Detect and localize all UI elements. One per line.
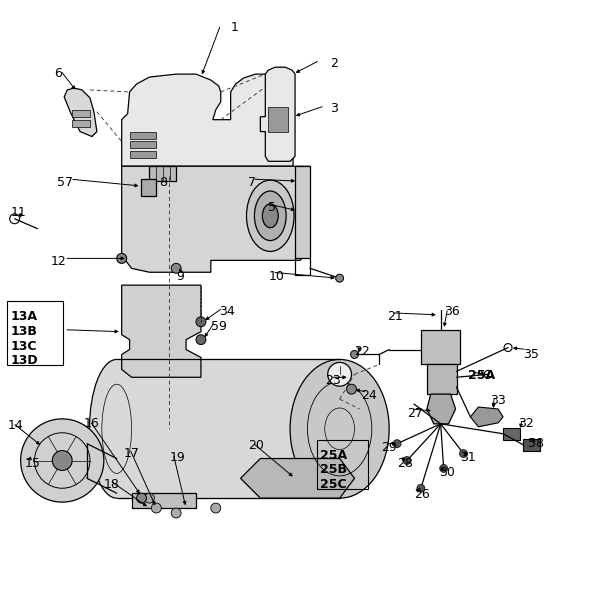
Circle shape bbox=[151, 503, 161, 513]
Text: 33: 33 bbox=[490, 394, 506, 407]
Text: 6: 6 bbox=[54, 67, 62, 80]
Text: 24: 24 bbox=[361, 389, 377, 402]
Polygon shape bbox=[142, 179, 157, 196]
Circle shape bbox=[196, 335, 206, 344]
Circle shape bbox=[350, 350, 358, 358]
Text: 25C: 25C bbox=[320, 478, 346, 491]
Polygon shape bbox=[260, 67, 295, 161]
Text: 13D: 13D bbox=[11, 355, 38, 367]
Circle shape bbox=[145, 493, 154, 503]
Polygon shape bbox=[427, 394, 455, 424]
Text: 3: 3 bbox=[330, 102, 338, 115]
Text: 25A: 25A bbox=[320, 449, 347, 461]
Ellipse shape bbox=[262, 204, 278, 227]
Text: 21: 21 bbox=[387, 310, 403, 323]
Text: 58: 58 bbox=[528, 437, 544, 450]
Text: 15: 15 bbox=[25, 457, 40, 470]
Text: 13A: 13A bbox=[11, 310, 38, 323]
Circle shape bbox=[335, 274, 344, 282]
Polygon shape bbox=[421, 330, 461, 364]
Text: 17: 17 bbox=[124, 446, 140, 460]
Text: 16: 16 bbox=[84, 417, 100, 430]
Text: 20: 20 bbox=[248, 439, 265, 452]
Polygon shape bbox=[130, 131, 157, 139]
Polygon shape bbox=[122, 285, 201, 377]
Text: 8: 8 bbox=[160, 176, 167, 189]
Circle shape bbox=[328, 362, 352, 386]
Text: 25B: 25B bbox=[320, 463, 347, 476]
Text: 27: 27 bbox=[407, 407, 423, 420]
Circle shape bbox=[403, 457, 411, 464]
Polygon shape bbox=[149, 166, 176, 181]
Text: 13C: 13C bbox=[11, 340, 37, 353]
Text: 26: 26 bbox=[414, 488, 430, 501]
Polygon shape bbox=[131, 493, 196, 508]
Polygon shape bbox=[130, 142, 157, 148]
Text: 23: 23 bbox=[325, 374, 341, 388]
Text: 59: 59 bbox=[211, 320, 227, 333]
Ellipse shape bbox=[290, 359, 389, 498]
Polygon shape bbox=[130, 151, 157, 158]
Polygon shape bbox=[295, 166, 310, 259]
Text: 5: 5 bbox=[268, 201, 276, 214]
Ellipse shape bbox=[254, 191, 286, 241]
Text: 25A: 25A bbox=[469, 370, 496, 382]
Circle shape bbox=[171, 508, 181, 518]
Text: 19: 19 bbox=[169, 451, 185, 464]
Text: 9: 9 bbox=[176, 270, 184, 283]
Text: 28: 28 bbox=[397, 457, 413, 470]
Text: 10: 10 bbox=[268, 270, 284, 283]
Circle shape bbox=[20, 419, 104, 502]
Polygon shape bbox=[117, 359, 340, 498]
Circle shape bbox=[52, 451, 72, 470]
Text: 14: 14 bbox=[8, 419, 23, 432]
Circle shape bbox=[137, 493, 146, 503]
Text: 12: 12 bbox=[50, 256, 66, 268]
Text: 2: 2 bbox=[330, 57, 338, 70]
Ellipse shape bbox=[89, 359, 144, 498]
Text: 34: 34 bbox=[219, 305, 235, 318]
Polygon shape bbox=[427, 364, 457, 394]
Text: 1: 1 bbox=[230, 20, 239, 34]
Circle shape bbox=[460, 449, 467, 458]
Text: 7: 7 bbox=[248, 176, 256, 189]
Polygon shape bbox=[72, 110, 90, 117]
Polygon shape bbox=[122, 74, 293, 166]
Polygon shape bbox=[122, 166, 310, 272]
Ellipse shape bbox=[247, 180, 294, 251]
Circle shape bbox=[211, 503, 221, 513]
Polygon shape bbox=[241, 458, 355, 498]
Circle shape bbox=[417, 484, 425, 492]
Polygon shape bbox=[268, 107, 288, 131]
Text: 35: 35 bbox=[523, 347, 539, 361]
Text: 32: 32 bbox=[518, 417, 534, 430]
Text: 11: 11 bbox=[11, 206, 26, 219]
Text: 57: 57 bbox=[57, 176, 73, 189]
Text: 29: 29 bbox=[381, 440, 397, 454]
Circle shape bbox=[117, 253, 127, 263]
Circle shape bbox=[440, 464, 448, 472]
Text: 30: 30 bbox=[439, 466, 455, 479]
Circle shape bbox=[347, 384, 356, 394]
Circle shape bbox=[171, 263, 181, 273]
Polygon shape bbox=[503, 428, 520, 440]
Polygon shape bbox=[64, 88, 97, 137]
Polygon shape bbox=[470, 407, 503, 427]
Text: 13B: 13B bbox=[11, 325, 38, 338]
Text: 22: 22 bbox=[355, 344, 370, 358]
Polygon shape bbox=[72, 119, 90, 127]
Circle shape bbox=[393, 440, 401, 448]
Text: 18: 18 bbox=[104, 478, 120, 491]
Text: 36: 36 bbox=[443, 305, 460, 318]
Circle shape bbox=[196, 317, 206, 327]
Polygon shape bbox=[523, 439, 540, 451]
Text: 31: 31 bbox=[461, 451, 476, 464]
